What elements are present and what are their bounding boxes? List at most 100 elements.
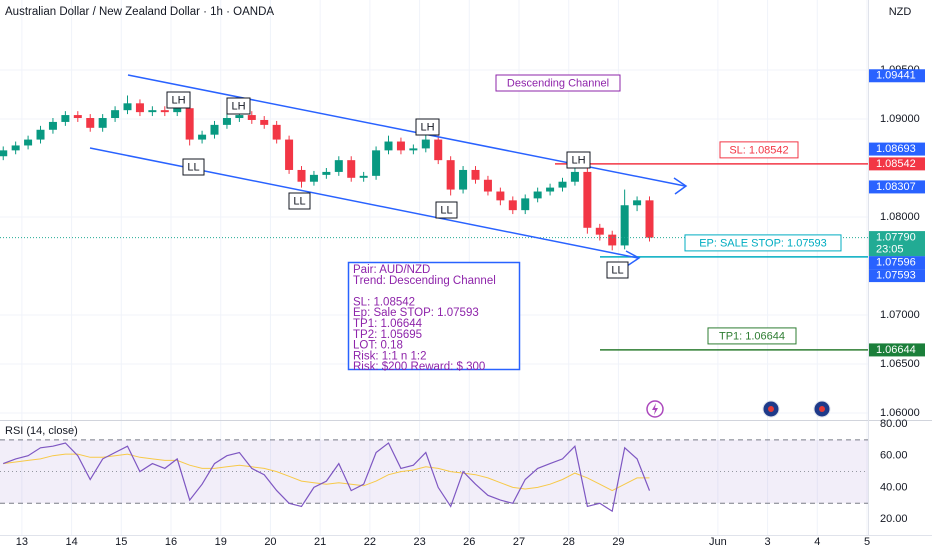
level-label-box [707, 327, 797, 345]
price-tag [869, 69, 925, 83]
price-tag [869, 269, 925, 283]
info-line: LOT: 0.18 [353, 340, 403, 352]
candle-body [459, 169, 468, 190]
candle-body [210, 124, 219, 135]
info-box [347, 261, 521, 371]
info-line: Risk: $200 Reward: $ 300 [353, 361, 485, 373]
current-price-tag [869, 231, 925, 257]
price-tag [869, 180, 925, 194]
swing-label: LL [611, 264, 623, 276]
y-tick-label: 1.08000 [880, 211, 920, 223]
info-line: Pair: AUD/NZD [353, 264, 430, 276]
x-tick-label: 14 [65, 536, 77, 548]
candle-body [260, 119, 269, 125]
price-tag [869, 157, 925, 171]
swing-box [182, 158, 205, 176]
candle-body [347, 160, 356, 178]
y-tick-label: 1.06500 [880, 358, 920, 370]
info-line: TP1: 1.06644 [353, 318, 423, 330]
swing-label: LH [171, 94, 185, 106]
swing-box [226, 97, 251, 115]
candle-body [409, 148, 418, 151]
candle-body [471, 169, 480, 180]
y-tick-label: 1.07000 [880, 309, 920, 321]
candle-body [521, 198, 530, 211]
arrow-head [673, 177, 688, 195]
plot: SL: 1.08542 EP: SALE STOP: 1.07593 TP1: 1.… [0, 95, 868, 513]
candle-body [334, 160, 343, 172]
level-label: TP1: 1.06644 [719, 330, 785, 342]
x-tick-label: 16 [165, 536, 177, 548]
candle-body [396, 141, 405, 151]
candle-body [24, 139, 33, 146]
candle-body [148, 110, 157, 113]
candle-body [98, 118, 107, 128]
x-tick-label: 13 [16, 536, 28, 548]
swing-label: LH [571, 154, 585, 166]
arrow-head [625, 250, 641, 267]
price-tag-label: 1.06644 [876, 344, 916, 356]
channel [89, 74, 688, 267]
swing-labels: LH LH LH LH LL LL LL LL [166, 91, 629, 279]
x-tick-label: 4 [814, 536, 820, 548]
candle-body [235, 115, 244, 119]
swing-label: LL [187, 161, 199, 173]
y-tick-label: 1.09000 [880, 113, 920, 125]
level-label-box [719, 141, 799, 159]
candle-body [285, 139, 294, 170]
candle-body [384, 141, 393, 151]
candle-body [421, 139, 430, 149]
candle-body [359, 175, 368, 178]
channel-lower [89, 147, 639, 259]
x-tick-label: 19 [215, 536, 227, 548]
chart-title: Australian Dollar / New Zealand Dollar ·… [5, 6, 274, 18]
price-tag-label: 1.08307 [876, 181, 916, 193]
candle-body [48, 121, 57, 130]
info-line: Risk: 1:1 n 1:2 [353, 350, 427, 362]
candle-body [173, 108, 182, 113]
rsi-ma-line [3, 453, 650, 492]
swing-box [166, 91, 191, 109]
price-tag-label: 1.08542 [876, 158, 916, 170]
candle-body [645, 200, 654, 238]
candle-body [0, 150, 8, 157]
x-tick-label: 22 [364, 536, 376, 548]
info-line: Ep: Sale STOP: 1.07593 [353, 307, 479, 319]
channel-label: Descending Channel [507, 77, 609, 89]
candle-body [160, 110, 169, 113]
candle-body [558, 181, 567, 188]
x-tick-label: 26 [463, 536, 475, 548]
candle-body [61, 115, 70, 122]
candle-body [123, 103, 132, 111]
x-tick-label: 28 [563, 536, 575, 548]
flag-glyph [768, 406, 774, 412]
channel-label-box [495, 74, 621, 92]
swing-box [435, 201, 458, 219]
rsi-tick-label: 80.00 [880, 418, 908, 430]
swing-box [415, 118, 440, 136]
swing-box [606, 261, 629, 279]
price-tags: 1.09441 1.08693 1.08542 1.08307 1.075961.075… [869, 69, 925, 357]
candle-body [508, 200, 517, 211]
swing-label: LH [420, 121, 434, 133]
x-tick-label: 27 [513, 536, 525, 548]
candle-body [446, 160, 455, 190]
candle-body [570, 171, 579, 182]
candle-body [608, 234, 617, 246]
level-label: SL: 1.08542 [729, 144, 788, 156]
candle-body [11, 145, 20, 151]
rsi-band-fill [0, 439, 868, 504]
candle-body [496, 191, 505, 201]
candle-body [86, 118, 95, 128]
price-tag-label: 1.08693 [876, 143, 916, 155]
candle-body [36, 129, 45, 140]
candle-body [272, 124, 281, 140]
candle-body [73, 115, 82, 119]
candle-body [533, 191, 542, 199]
channel-upper [127, 74, 686, 187]
rsi-band [0, 439, 868, 504]
candle-body [198, 134, 207, 140]
candle-body [111, 110, 120, 119]
